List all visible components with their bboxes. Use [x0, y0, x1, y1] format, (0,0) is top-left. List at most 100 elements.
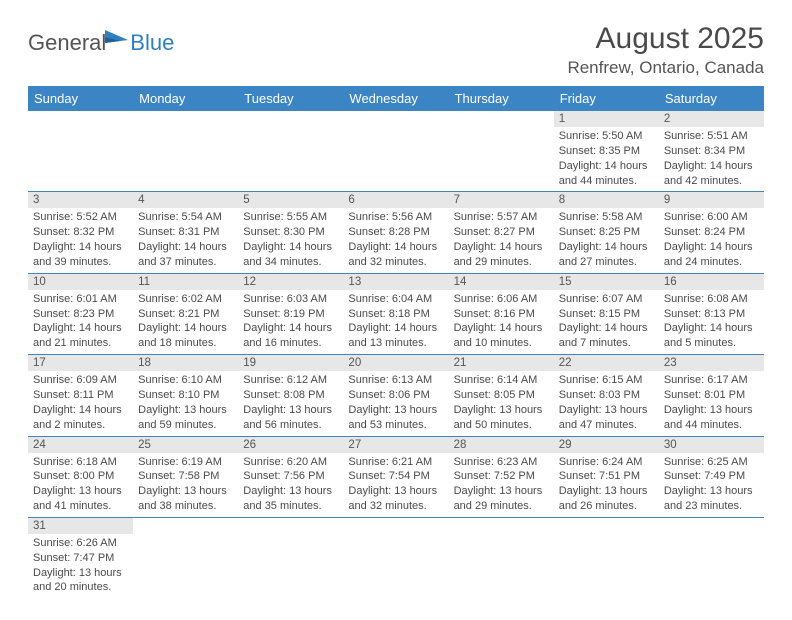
day-details: Sunrise: 6:08 AMSunset: 8:13 PMDaylight:…: [659, 290, 764, 354]
calendar-cell: 20Sunrise: 6:13 AMSunset: 8:06 PMDayligh…: [343, 355, 448, 436]
day-number: 26: [238, 437, 343, 453]
day-details: Sunrise: 6:24 AMSunset: 7:51 PMDaylight:…: [554, 453, 659, 517]
day-details: Sunrise: 6:06 AMSunset: 8:16 PMDaylight:…: [449, 290, 554, 354]
calendar-cell: 1Sunrise: 5:50 AMSunset: 8:35 PMDaylight…: [554, 111, 659, 192]
calendar-cell: 3Sunrise: 5:52 AMSunset: 8:32 PMDaylight…: [28, 192, 133, 273]
location-text: Renfrew, Ontario, Canada: [567, 58, 764, 78]
day-details: Sunrise: 6:26 AMSunset: 7:47 PMDaylight:…: [28, 534, 133, 598]
day-details: Sunrise: 6:25 AMSunset: 7:49 PMDaylight:…: [659, 453, 764, 517]
calendar-row: 1Sunrise: 5:50 AMSunset: 8:35 PMDaylight…: [28, 111, 764, 192]
day-number: 4: [133, 192, 238, 208]
calendar-cell: 21Sunrise: 6:14 AMSunset: 8:05 PMDayligh…: [449, 355, 554, 436]
day-number: 10: [28, 274, 133, 290]
calendar-cell: 6Sunrise: 5:56 AMSunset: 8:28 PMDaylight…: [343, 192, 448, 273]
day-number: 12: [238, 274, 343, 290]
calendar-cell: 15Sunrise: 6:07 AMSunset: 8:15 PMDayligh…: [554, 273, 659, 354]
day-details: Sunrise: 6:19 AMSunset: 7:58 PMDaylight:…: [133, 453, 238, 517]
calendar-cell: 13Sunrise: 6:04 AMSunset: 8:18 PMDayligh…: [343, 273, 448, 354]
day-number: 2: [659, 111, 764, 127]
calendar-cell: 14Sunrise: 6:06 AMSunset: 8:16 PMDayligh…: [449, 273, 554, 354]
day-details: Sunrise: 6:09 AMSunset: 8:11 PMDaylight:…: [28, 371, 133, 435]
calendar-cell-empty: [133, 517, 238, 598]
day-number: 23: [659, 355, 764, 371]
day-number: 16: [659, 274, 764, 290]
calendar-cell: 17Sunrise: 6:09 AMSunset: 8:11 PMDayligh…: [28, 355, 133, 436]
calendar-cell: 30Sunrise: 6:25 AMSunset: 7:49 PMDayligh…: [659, 436, 764, 517]
calendar-cell-empty: [238, 517, 343, 598]
day-details: Sunrise: 6:13 AMSunset: 8:06 PMDaylight:…: [343, 371, 448, 435]
day-details: Sunrise: 6:17 AMSunset: 8:01 PMDaylight:…: [659, 371, 764, 435]
day-details: Sunrise: 6:07 AMSunset: 8:15 PMDaylight:…: [554, 290, 659, 354]
day-number: 29: [554, 437, 659, 453]
day-number: 5: [238, 192, 343, 208]
day-number: 13: [343, 274, 448, 290]
calendar-cell: 8Sunrise: 5:58 AMSunset: 8:25 PMDaylight…: [554, 192, 659, 273]
day-details: Sunrise: 5:55 AMSunset: 8:30 PMDaylight:…: [238, 208, 343, 272]
calendar-cell: 18Sunrise: 6:10 AMSunset: 8:10 PMDayligh…: [133, 355, 238, 436]
calendar-cell: 19Sunrise: 6:12 AMSunset: 8:08 PMDayligh…: [238, 355, 343, 436]
calendar-cell: 31Sunrise: 6:26 AMSunset: 7:47 PMDayligh…: [28, 517, 133, 598]
day-details: Sunrise: 5:54 AMSunset: 8:31 PMDaylight:…: [133, 208, 238, 272]
calendar-cell: 24Sunrise: 6:18 AMSunset: 8:00 PMDayligh…: [28, 436, 133, 517]
day-number: 24: [28, 437, 133, 453]
day-number: 27: [343, 437, 448, 453]
day-number: 7: [449, 192, 554, 208]
calendar-row: 17Sunrise: 6:09 AMSunset: 8:11 PMDayligh…: [28, 355, 764, 436]
day-number: 21: [449, 355, 554, 371]
day-details: Sunrise: 6:12 AMSunset: 8:08 PMDaylight:…: [238, 371, 343, 435]
day-number: 28: [449, 437, 554, 453]
day-details: Sunrise: 5:56 AMSunset: 8:28 PMDaylight:…: [343, 208, 448, 272]
calendar-cell-empty: [659, 517, 764, 598]
calendar-cell-empty: [343, 111, 448, 192]
day-number: 1: [554, 111, 659, 127]
calendar-row: 3Sunrise: 5:52 AMSunset: 8:32 PMDaylight…: [28, 192, 764, 273]
day-number: 3: [28, 192, 133, 208]
day-number: 15: [554, 274, 659, 290]
weekday-header: Thursday: [449, 86, 554, 111]
day-details: Sunrise: 6:02 AMSunset: 8:21 PMDaylight:…: [133, 290, 238, 354]
calendar-cell: 7Sunrise: 5:57 AMSunset: 8:27 PMDaylight…: [449, 192, 554, 273]
calendar-row: 10Sunrise: 6:01 AMSunset: 8:23 PMDayligh…: [28, 273, 764, 354]
calendar-cell: 10Sunrise: 6:01 AMSunset: 8:23 PMDayligh…: [28, 273, 133, 354]
day-number: 8: [554, 192, 659, 208]
weekday-header: Sunday: [28, 86, 133, 111]
day-number: 25: [133, 437, 238, 453]
day-details: Sunrise: 6:01 AMSunset: 8:23 PMDaylight:…: [28, 290, 133, 354]
calendar-cell: 22Sunrise: 6:15 AMSunset: 8:03 PMDayligh…: [554, 355, 659, 436]
day-number: 18: [133, 355, 238, 371]
day-number: 9: [659, 192, 764, 208]
day-number: 6: [343, 192, 448, 208]
calendar-cell: 2Sunrise: 5:51 AMSunset: 8:34 PMDaylight…: [659, 111, 764, 192]
calendar-cell: 12Sunrise: 6:03 AMSunset: 8:19 PMDayligh…: [238, 273, 343, 354]
calendar-cell: 29Sunrise: 6:24 AMSunset: 7:51 PMDayligh…: [554, 436, 659, 517]
calendar-table: SundayMondayTuesdayWednesdayThursdayFrid…: [28, 86, 764, 598]
calendar-cell-empty: [238, 111, 343, 192]
calendar-cell: 28Sunrise: 6:23 AMSunset: 7:52 PMDayligh…: [449, 436, 554, 517]
day-details: Sunrise: 5:50 AMSunset: 8:35 PMDaylight:…: [554, 127, 659, 191]
calendar-row: 31Sunrise: 6:26 AMSunset: 7:47 PMDayligh…: [28, 517, 764, 598]
day-details: Sunrise: 6:18 AMSunset: 8:00 PMDaylight:…: [28, 453, 133, 517]
calendar-row: 24Sunrise: 6:18 AMSunset: 8:00 PMDayligh…: [28, 436, 764, 517]
calendar-cell-empty: [343, 517, 448, 598]
weekday-header-row: SundayMondayTuesdayWednesdayThursdayFrid…: [28, 86, 764, 111]
day-details: Sunrise: 6:21 AMSunset: 7:54 PMDaylight:…: [343, 453, 448, 517]
brand-text-general: General: [28, 30, 106, 56]
page-title: August 2025: [567, 22, 764, 56]
day-details: Sunrise: 5:52 AMSunset: 8:32 PMDaylight:…: [28, 208, 133, 272]
weekday-header: Tuesday: [238, 86, 343, 111]
day-details: Sunrise: 6:10 AMSunset: 8:10 PMDaylight:…: [133, 371, 238, 435]
day-number: 20: [343, 355, 448, 371]
weekday-header: Friday: [554, 86, 659, 111]
day-number: 22: [554, 355, 659, 371]
flag-icon: [104, 28, 130, 46]
day-number: 30: [659, 437, 764, 453]
calendar-cell: 4Sunrise: 5:54 AMSunset: 8:31 PMDaylight…: [133, 192, 238, 273]
weekday-header: Wednesday: [343, 86, 448, 111]
calendar-cell: 16Sunrise: 6:08 AMSunset: 8:13 PMDayligh…: [659, 273, 764, 354]
day-details: Sunrise: 6:23 AMSunset: 7:52 PMDaylight:…: [449, 453, 554, 517]
brand-text-blue: Blue: [130, 30, 174, 56]
day-details: Sunrise: 6:15 AMSunset: 8:03 PMDaylight:…: [554, 371, 659, 435]
day-details: Sunrise: 6:20 AMSunset: 7:56 PMDaylight:…: [238, 453, 343, 517]
calendar-cell-empty: [449, 111, 554, 192]
calendar-cell-empty: [449, 517, 554, 598]
